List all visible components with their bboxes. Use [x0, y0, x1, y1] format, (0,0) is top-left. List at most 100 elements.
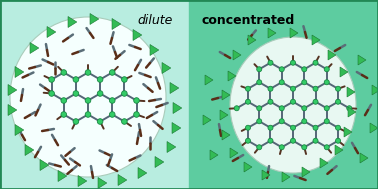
Polygon shape: [222, 130, 230, 140]
Circle shape: [302, 106, 307, 111]
Circle shape: [97, 91, 103, 96]
Polygon shape: [320, 158, 328, 168]
Circle shape: [61, 112, 67, 117]
Polygon shape: [262, 170, 270, 180]
Polygon shape: [203, 115, 211, 125]
Text: dilute: dilute: [137, 14, 173, 27]
Circle shape: [268, 99, 273, 104]
Polygon shape: [15, 67, 24, 77]
Circle shape: [324, 67, 329, 72]
Circle shape: [324, 106, 329, 111]
Circle shape: [336, 138, 341, 143]
Circle shape: [122, 91, 127, 96]
Circle shape: [97, 77, 103, 82]
Polygon shape: [312, 35, 320, 45]
Circle shape: [97, 119, 103, 124]
Circle shape: [302, 80, 307, 85]
Polygon shape: [47, 26, 56, 37]
Polygon shape: [8, 105, 17, 115]
Circle shape: [291, 125, 296, 130]
Circle shape: [245, 86, 251, 91]
Circle shape: [110, 112, 115, 117]
Circle shape: [336, 99, 341, 104]
Polygon shape: [340, 67, 348, 77]
Circle shape: [85, 112, 91, 117]
Circle shape: [324, 145, 329, 150]
Polygon shape: [172, 122, 181, 133]
Polygon shape: [150, 44, 159, 56]
Circle shape: [347, 106, 352, 111]
Circle shape: [61, 70, 67, 75]
Circle shape: [134, 98, 139, 103]
Polygon shape: [68, 16, 77, 28]
Ellipse shape: [230, 37, 356, 173]
Polygon shape: [282, 172, 290, 182]
Ellipse shape: [10, 17, 166, 177]
Circle shape: [110, 98, 115, 103]
Circle shape: [291, 99, 296, 104]
Polygon shape: [58, 170, 67, 181]
Circle shape: [257, 67, 262, 72]
Polygon shape: [167, 142, 176, 153]
Polygon shape: [360, 153, 368, 163]
Circle shape: [134, 112, 139, 117]
Polygon shape: [268, 28, 276, 38]
Circle shape: [257, 80, 262, 85]
Polygon shape: [25, 145, 34, 156]
Circle shape: [268, 86, 273, 91]
Circle shape: [257, 119, 262, 124]
Circle shape: [245, 138, 251, 143]
Polygon shape: [210, 150, 218, 160]
Circle shape: [336, 125, 341, 130]
Circle shape: [234, 106, 239, 111]
Polygon shape: [205, 75, 213, 85]
Polygon shape: [328, 50, 336, 60]
Text: concentrated: concentrated: [201, 14, 294, 27]
Polygon shape: [302, 167, 310, 177]
Polygon shape: [40, 160, 49, 170]
Circle shape: [279, 119, 284, 124]
Circle shape: [291, 60, 296, 65]
Polygon shape: [90, 13, 99, 25]
Polygon shape: [230, 148, 238, 158]
Circle shape: [257, 106, 262, 111]
Polygon shape: [155, 156, 164, 167]
Bar: [189, 0, 378, 189]
Polygon shape: [244, 162, 252, 172]
Polygon shape: [335, 145, 343, 155]
Polygon shape: [220, 110, 228, 120]
Circle shape: [122, 119, 127, 124]
Circle shape: [291, 138, 296, 143]
Circle shape: [313, 86, 318, 91]
Circle shape: [73, 119, 79, 124]
Polygon shape: [98, 177, 107, 188]
Circle shape: [279, 67, 284, 72]
Polygon shape: [370, 123, 378, 133]
Circle shape: [279, 80, 284, 85]
Circle shape: [245, 125, 251, 130]
Polygon shape: [348, 107, 356, 117]
Polygon shape: [222, 90, 230, 100]
Polygon shape: [290, 28, 298, 38]
Circle shape: [279, 145, 284, 150]
Polygon shape: [15, 125, 24, 136]
Polygon shape: [233, 50, 241, 60]
Circle shape: [257, 145, 262, 150]
Circle shape: [61, 98, 67, 103]
Polygon shape: [78, 176, 87, 187]
Polygon shape: [228, 71, 236, 81]
Circle shape: [49, 91, 54, 96]
Polygon shape: [170, 83, 179, 94]
Circle shape: [122, 77, 127, 82]
Polygon shape: [112, 19, 121, 29]
Polygon shape: [347, 87, 355, 97]
Circle shape: [313, 138, 318, 143]
Circle shape: [268, 125, 273, 130]
Polygon shape: [30, 43, 39, 53]
Circle shape: [302, 145, 307, 150]
Circle shape: [85, 70, 91, 75]
Circle shape: [336, 86, 341, 91]
Circle shape: [110, 70, 115, 75]
Circle shape: [73, 77, 79, 82]
Circle shape: [268, 60, 273, 65]
